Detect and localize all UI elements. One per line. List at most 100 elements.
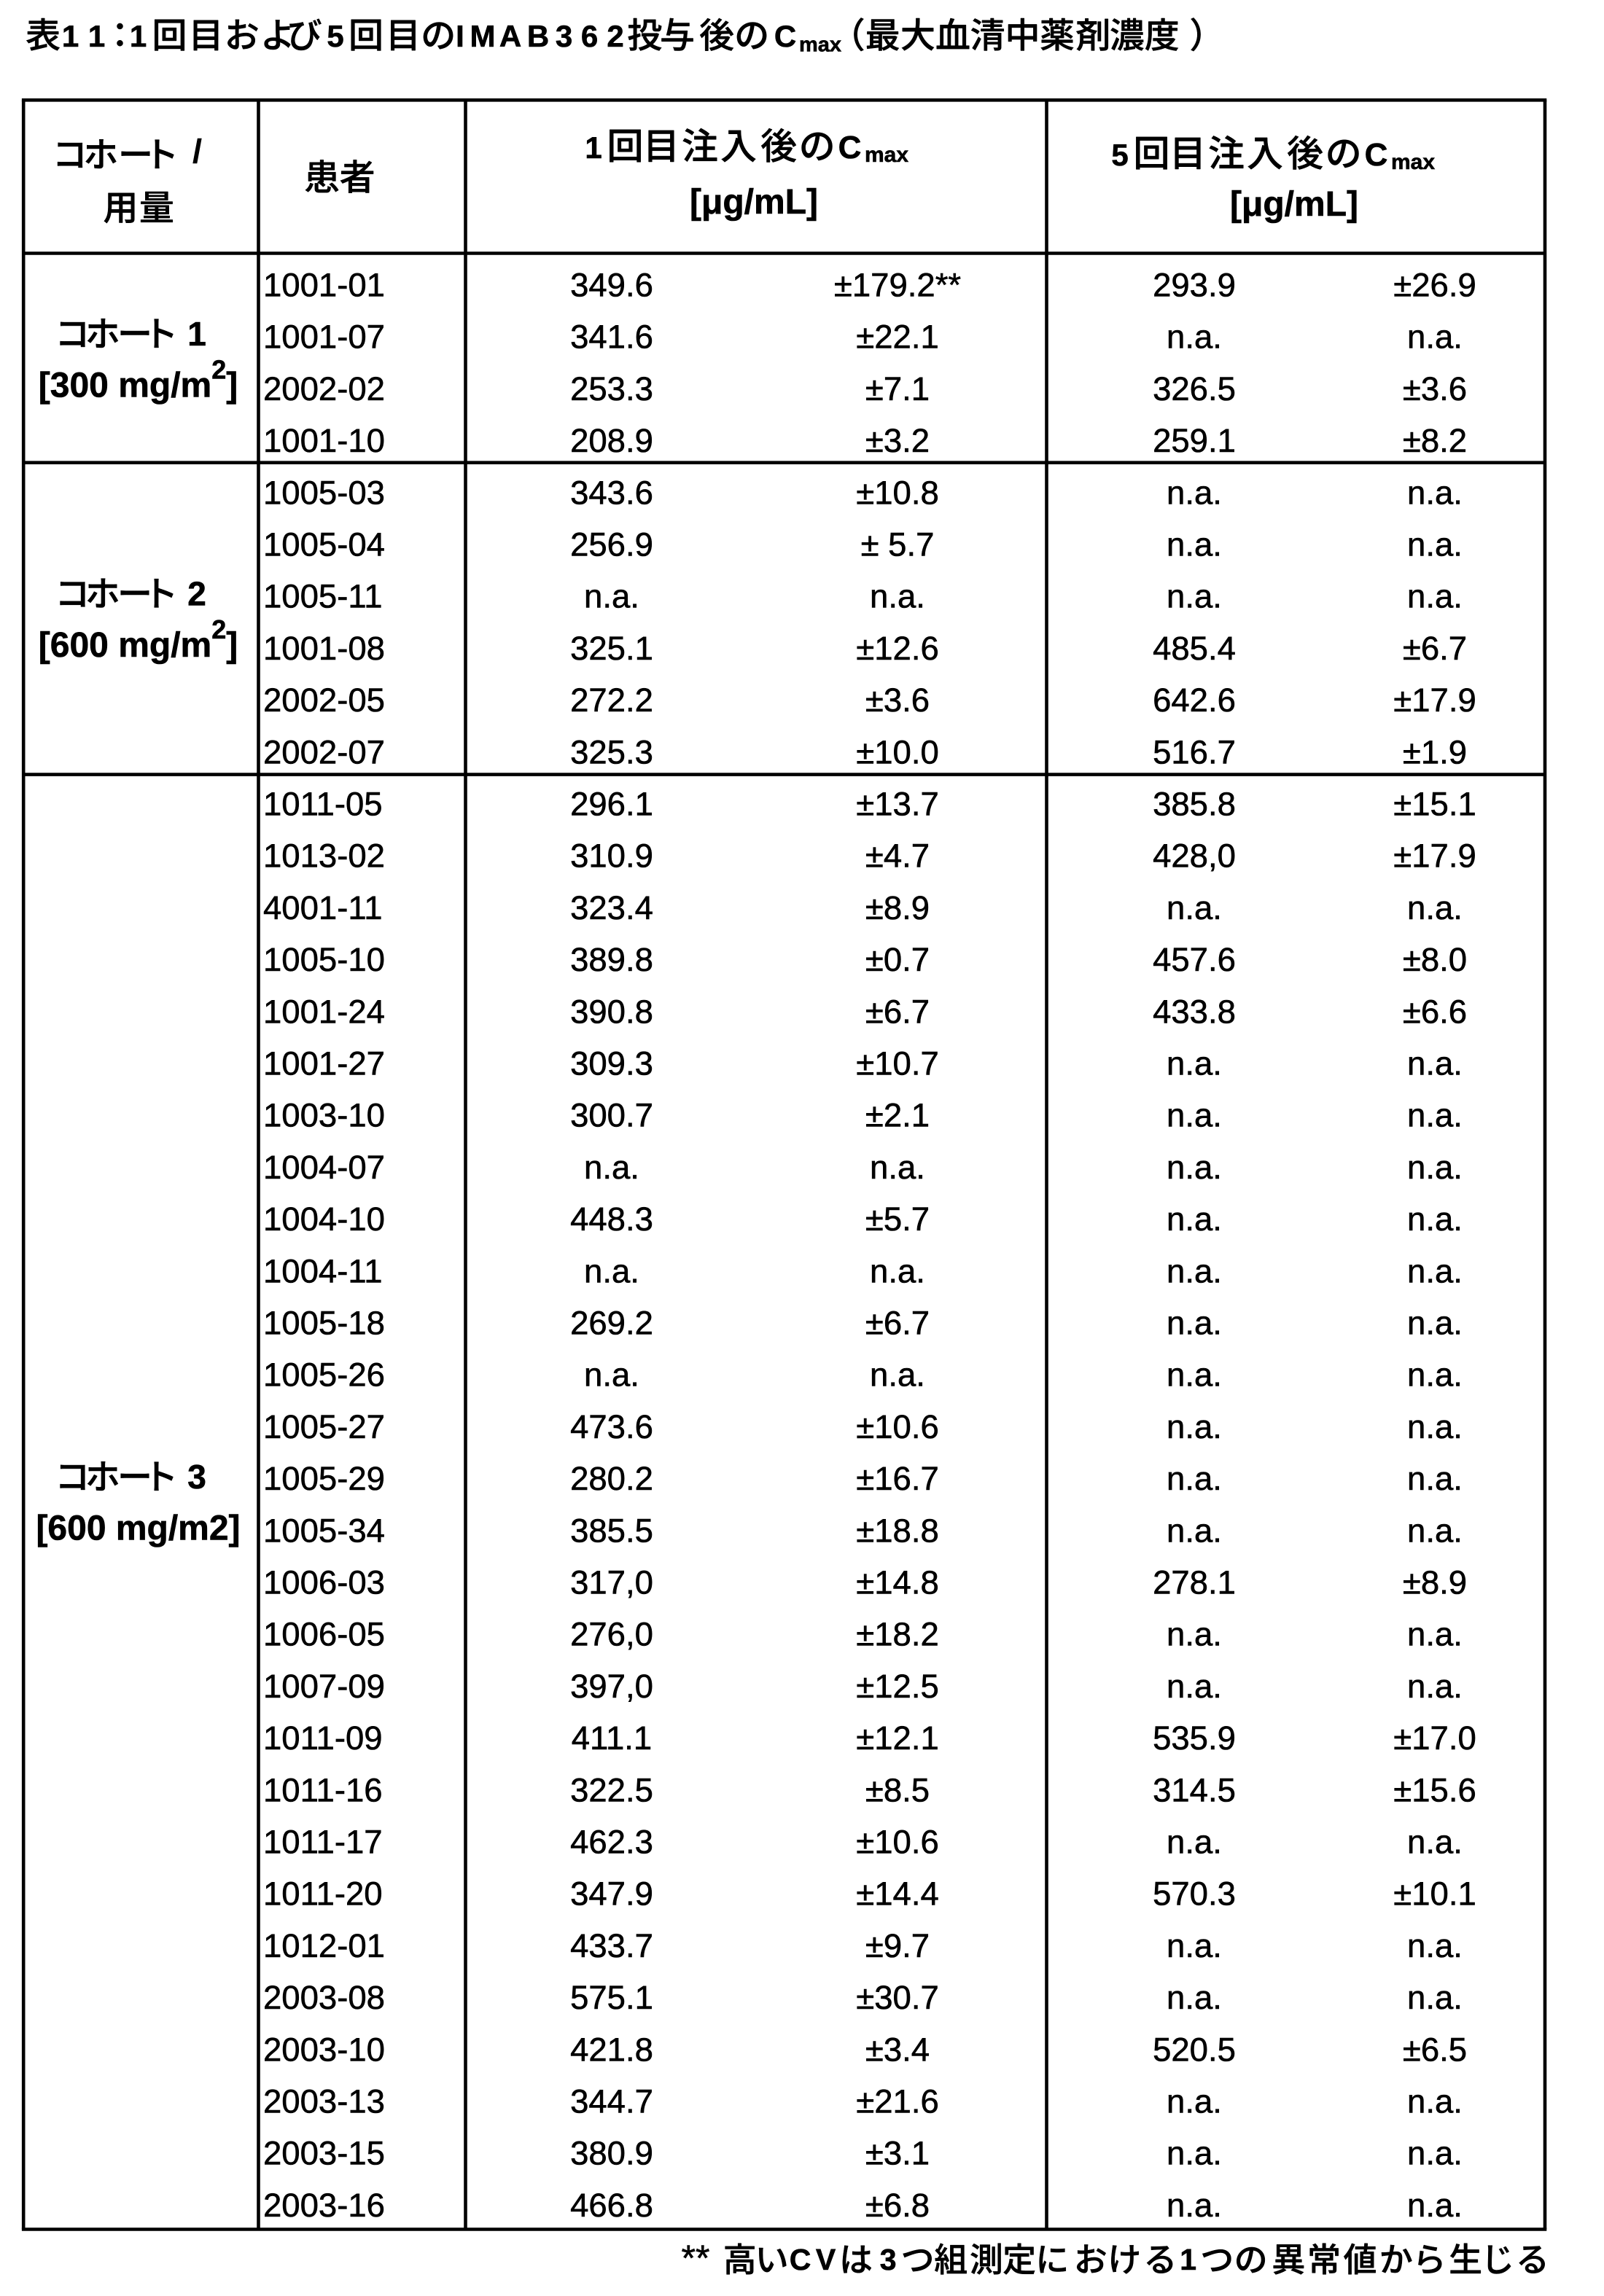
svg-text:±8.5: ±8.5 bbox=[865, 1771, 930, 1808]
svg-text:1: 1 bbox=[187, 315, 206, 353]
svg-text:±13.7: ±13.7 bbox=[856, 786, 939, 823]
svg-text:±7.1: ±7.1 bbox=[865, 370, 930, 407]
svg-text:343.6: 343.6 bbox=[570, 474, 653, 511]
svg-text:1011-16: 1011-16 bbox=[263, 1771, 383, 1808]
svg-text:n.a.: n.a. bbox=[584, 578, 639, 615]
svg-text:max: max bbox=[1391, 150, 1435, 174]
svg-text:1005-26: 1005-26 bbox=[263, 1356, 385, 1394]
svg-text:276,0: 276,0 bbox=[570, 1616, 653, 1653]
svg-text:±8.2: ±8.2 bbox=[1403, 422, 1467, 459]
svg-text:±14.4: ±14.4 bbox=[856, 1875, 939, 1913]
svg-text:1011-17: 1011-17 bbox=[263, 1824, 383, 1861]
svg-text:570.3: 570.3 bbox=[1153, 1875, 1236, 1913]
svg-text:]: ] bbox=[226, 626, 238, 665]
svg-text:n.a.: n.a. bbox=[1407, 1149, 1463, 1186]
svg-text:n.a.: n.a. bbox=[1167, 2135, 1222, 2172]
svg-text:2003-13: 2003-13 bbox=[263, 2083, 385, 2120]
svg-text:±3.6: ±3.6 bbox=[1403, 370, 1467, 407]
svg-text:n.a.: n.a. bbox=[1407, 1512, 1463, 1549]
svg-text:±6.7: ±6.7 bbox=[865, 1305, 930, 1342]
svg-text:4001-11: 4001-11 bbox=[263, 889, 383, 926]
svg-text:±10.6: ±10.6 bbox=[856, 1824, 939, 1861]
svg-text:n.a.: n.a. bbox=[1407, 2187, 1463, 2224]
svg-text:2002-07: 2002-07 bbox=[263, 733, 385, 770]
svg-text:385.5: 385.5 bbox=[570, 1512, 653, 1549]
svg-text:1001-01: 1001-01 bbox=[263, 267, 385, 304]
svg-text:±30.7: ±30.7 bbox=[856, 1979, 939, 2016]
svg-text:±6.7: ±6.7 bbox=[865, 993, 930, 1030]
svg-text:1004-07: 1004-07 bbox=[263, 1149, 385, 1186]
svg-text:**: ** bbox=[682, 2238, 710, 2279]
svg-text:n.a.: n.a. bbox=[1167, 1149, 1222, 1186]
svg-text:]: ] bbox=[226, 367, 238, 405]
svg-text:278.1: 278.1 bbox=[1153, 1564, 1236, 1601]
svg-text:1011-05: 1011-05 bbox=[263, 786, 383, 823]
svg-text:B: B bbox=[527, 19, 549, 53]
svg-text:n.a.: n.a. bbox=[1407, 1252, 1463, 1289]
svg-text:n.a.: n.a. bbox=[1167, 1045, 1222, 1082]
svg-text:2: 2 bbox=[607, 19, 623, 53]
svg-text:385.8: 385.8 bbox=[1153, 786, 1236, 823]
svg-text:5: 5 bbox=[1111, 138, 1128, 172]
svg-text:1: 1 bbox=[88, 19, 105, 53]
svg-text:3: 3 bbox=[187, 1458, 206, 1496]
svg-text:n.a.: n.a. bbox=[1407, 1668, 1463, 1705]
svg-text:n.a.: n.a. bbox=[1167, 1460, 1222, 1497]
svg-text:n.a.: n.a. bbox=[870, 1252, 925, 1289]
svg-text:428,0: 428,0 bbox=[1153, 837, 1236, 875]
svg-text:n.a.: n.a. bbox=[1167, 889, 1222, 926]
svg-text:642.6: 642.6 bbox=[1153, 682, 1236, 719]
svg-text:397,0: 397,0 bbox=[570, 1668, 653, 1705]
svg-text:2002-05: 2002-05 bbox=[263, 682, 385, 719]
svg-text:±5.7: ±5.7 bbox=[865, 1200, 930, 1238]
svg-text:253.3: 253.3 bbox=[570, 370, 653, 407]
svg-text:309.3: 309.3 bbox=[570, 1045, 653, 1082]
svg-text:n.a.: n.a. bbox=[1167, 1356, 1222, 1394]
svg-text:±10.1: ±10.1 bbox=[1393, 1875, 1476, 1913]
svg-text:n.a.: n.a. bbox=[1407, 1200, 1463, 1238]
svg-text:n.a.: n.a. bbox=[1407, 474, 1463, 511]
svg-text:389.8: 389.8 bbox=[570, 941, 653, 978]
svg-text:325.1: 325.1 bbox=[570, 630, 653, 667]
svg-text:1011-09: 1011-09 bbox=[263, 1719, 383, 1757]
svg-text:[μg/mL]: [μg/mL] bbox=[1230, 185, 1358, 224]
svg-text:n.a.: n.a. bbox=[1167, 526, 1222, 563]
svg-text:±17.0: ±17.0 bbox=[1393, 1719, 1476, 1757]
svg-text:n.a.: n.a. bbox=[1407, 1460, 1463, 1497]
svg-text:n.a.: n.a. bbox=[1167, 1097, 1222, 1134]
svg-text:2003-16: 2003-16 bbox=[263, 2187, 385, 2224]
svg-text:n.a.: n.a. bbox=[1407, 889, 1463, 926]
svg-text:±9.7: ±9.7 bbox=[865, 1927, 930, 1964]
svg-text:±18.2: ±18.2 bbox=[856, 1616, 939, 1653]
svg-text:1005-27: 1005-27 bbox=[263, 1408, 385, 1445]
svg-text:±3.4: ±3.4 bbox=[865, 2031, 930, 2068]
svg-text:±3.2: ±3.2 bbox=[865, 422, 930, 459]
svg-text:322.5: 322.5 bbox=[570, 1771, 653, 1808]
svg-text:269.2: 269.2 bbox=[570, 1305, 653, 1342]
svg-text:n.a.: n.a. bbox=[1407, 578, 1463, 615]
svg-text:1001-07: 1001-07 bbox=[263, 319, 385, 356]
svg-text:1006-03: 1006-03 bbox=[263, 1564, 385, 1601]
svg-text:±1.9: ±1.9 bbox=[1403, 733, 1467, 770]
svg-text:A: A bbox=[499, 19, 521, 53]
svg-text:272.2: 272.2 bbox=[570, 682, 653, 719]
svg-text:n.a.: n.a. bbox=[1407, 1097, 1463, 1134]
svg-text:±6.7: ±6.7 bbox=[1403, 630, 1467, 667]
svg-text:±26.9: ±26.9 bbox=[1393, 267, 1476, 304]
svg-text:n.a.: n.a. bbox=[1407, 526, 1463, 563]
svg-text:±17.9: ±17.9 bbox=[1393, 837, 1476, 875]
svg-text:1001-24: 1001-24 bbox=[263, 993, 385, 1030]
svg-text:5: 5 bbox=[327, 19, 343, 53]
svg-text:V: V bbox=[816, 2243, 836, 2276]
svg-text:±6.8: ±6.8 bbox=[865, 2187, 930, 2224]
svg-text:± 5.7: ± 5.7 bbox=[861, 526, 935, 563]
svg-text:[300 mg/m: [300 mg/m bbox=[39, 367, 211, 405]
svg-text:n.a.: n.a. bbox=[1407, 1824, 1463, 1861]
svg-text:466.8: 466.8 bbox=[570, 2187, 653, 2224]
svg-text:±10.8: ±10.8 bbox=[856, 474, 939, 511]
svg-text:n.a.: n.a. bbox=[1167, 1512, 1222, 1549]
svg-text:n.a.: n.a. bbox=[1167, 2187, 1222, 2224]
svg-text:±15.1: ±15.1 bbox=[1393, 786, 1476, 823]
svg-text:1005-29: 1005-29 bbox=[263, 1460, 385, 1497]
svg-text:[600 mg/m2]: [600 mg/m2] bbox=[36, 1510, 240, 1548]
